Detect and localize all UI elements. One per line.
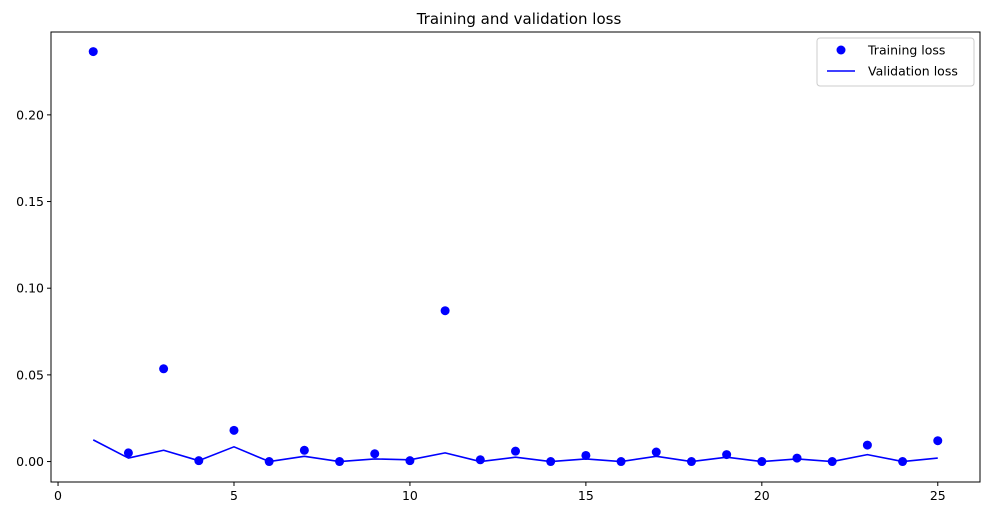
training-loss-point: [194, 456, 204, 466]
x-axis: 0 5 10 15 20 25: [54, 482, 946, 503]
training-loss-point: [335, 457, 345, 467]
training-loss-point: [898, 457, 908, 467]
x-tick-label: 5: [230, 488, 238, 503]
training-loss-point: [686, 457, 696, 467]
y-tick-label: 0.15: [16, 194, 44, 209]
training-loss-point: [792, 453, 802, 463]
plot-area: [88, 47, 943, 467]
training-loss-point: [299, 445, 309, 455]
training-loss-point: [581, 450, 591, 460]
axes-frame: [50, 31, 981, 483]
training-loss-point: [440, 306, 450, 316]
training-loss-point: [722, 450, 732, 460]
training-loss-point: [827, 457, 837, 467]
legend: Training loss Validation loss: [816, 37, 975, 87]
y-tick-label: 0.00: [16, 454, 44, 469]
chart-title: Training and validation loss: [416, 10, 622, 28]
legend-training-marker: [836, 45, 846, 55]
training-loss-point: [616, 457, 626, 467]
training-loss-point: [862, 440, 872, 450]
training-loss-point: [405, 456, 415, 466]
x-tick-label: 20: [754, 488, 770, 503]
y-tick-label: 0.20: [16, 107, 44, 122]
training-loss-point: [651, 447, 661, 457]
training-loss-point: [546, 457, 556, 467]
x-tick-label: 10: [402, 488, 418, 503]
legend-validation-label: Validation loss: [868, 64, 958, 79]
x-tick-label: 15: [578, 488, 594, 503]
training-loss-point: [123, 448, 133, 458]
training-loss-point: [88, 47, 98, 57]
training-loss-point: [933, 436, 943, 446]
training-loss-point: [511, 446, 520, 456]
y-tick-label: 0.05: [16, 367, 44, 382]
training-loss-point: [159, 364, 169, 374]
training-loss-point: [229, 425, 239, 435]
training-loss-point: [757, 457, 767, 467]
training-loss-point: [264, 457, 274, 467]
y-tick-label: 0.10: [16, 281, 44, 296]
training-loss-point: [475, 455, 485, 465]
y-axis: 0.00 0.05 0.10 0.15 0.20: [16, 107, 51, 469]
x-tick-label: 0: [54, 488, 62, 503]
training-loss-point: [370, 449, 380, 459]
x-tick-label: 25: [930, 488, 946, 503]
legend-box: [816, 37, 975, 87]
legend-training-label: Training loss: [867, 43, 945, 58]
